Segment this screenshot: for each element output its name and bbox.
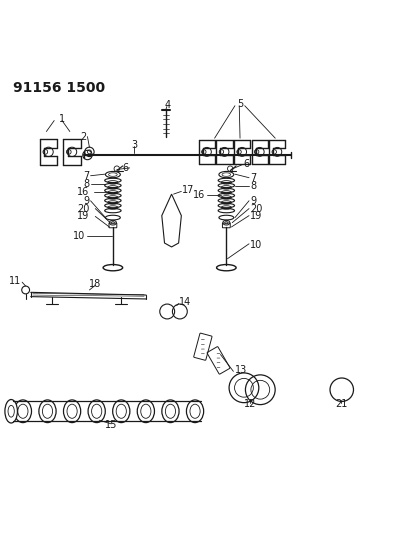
Text: 14: 14: [179, 297, 191, 308]
Text: 2: 2: [80, 132, 87, 142]
Text: 6: 6: [123, 163, 128, 173]
Ellipse shape: [14, 400, 32, 423]
Text: 20: 20: [77, 204, 89, 214]
Text: 21: 21: [335, 399, 347, 409]
Circle shape: [83, 150, 92, 160]
Ellipse shape: [162, 400, 179, 423]
Ellipse shape: [63, 400, 81, 423]
Text: 5: 5: [237, 99, 243, 109]
Ellipse shape: [88, 400, 105, 423]
Ellipse shape: [5, 400, 17, 423]
Text: 8: 8: [250, 181, 256, 191]
Text: 18: 18: [89, 279, 101, 289]
Text: 6: 6: [243, 159, 249, 169]
Text: 7: 7: [83, 171, 89, 181]
Text: 19: 19: [250, 211, 262, 221]
Text: 16: 16: [193, 190, 206, 200]
Text: 9: 9: [83, 196, 89, 206]
Text: 12: 12: [243, 399, 256, 409]
Text: 9: 9: [250, 196, 256, 206]
Text: 7: 7: [250, 173, 256, 183]
Ellipse shape: [39, 400, 56, 423]
Ellipse shape: [137, 400, 154, 423]
Ellipse shape: [113, 400, 130, 423]
Text: 91156 1500: 91156 1500: [13, 80, 105, 95]
Text: 20: 20: [250, 204, 262, 214]
Text: 19: 19: [77, 212, 89, 221]
Text: 3: 3: [131, 140, 138, 150]
Text: 17: 17: [182, 185, 195, 195]
Text: 15: 15: [105, 420, 117, 430]
Text: 8: 8: [83, 179, 89, 189]
Text: 11: 11: [9, 276, 21, 286]
Ellipse shape: [186, 400, 204, 423]
Text: 16: 16: [77, 187, 89, 197]
Text: 13: 13: [234, 365, 247, 375]
Text: 10: 10: [73, 231, 85, 241]
Text: 10: 10: [250, 240, 262, 250]
Text: 4: 4: [165, 100, 171, 110]
Text: 1: 1: [59, 114, 65, 124]
